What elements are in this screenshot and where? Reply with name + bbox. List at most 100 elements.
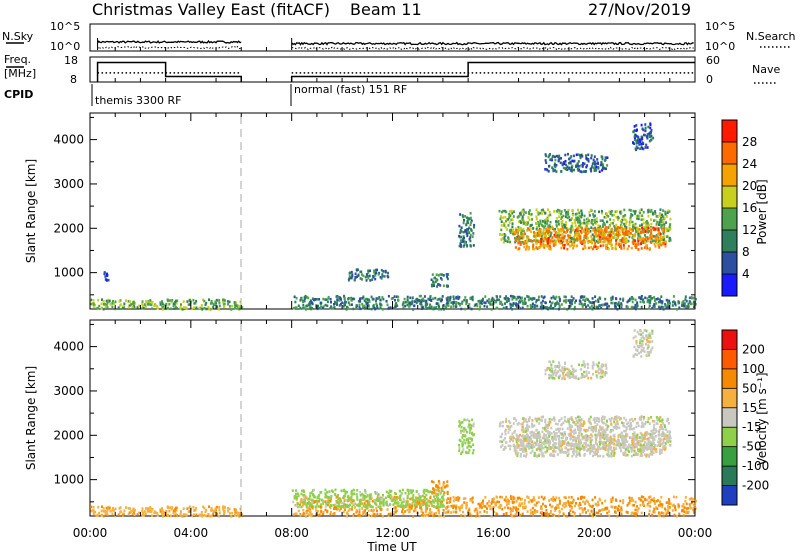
heatmap-cell bbox=[635, 512, 638, 516]
heatmap-cell bbox=[500, 220, 503, 223]
heatmap-cell bbox=[547, 233, 550, 237]
heatmap-cell bbox=[558, 157, 561, 161]
heatmap-cell bbox=[315, 512, 318, 516]
heatmap-cell bbox=[544, 306, 546, 310]
heatmap-cell bbox=[622, 299, 625, 302]
heatmap-cell bbox=[374, 501, 376, 505]
heatmap-cell bbox=[134, 302, 137, 305]
heatmap-cell bbox=[529, 224, 532, 227]
heatmap-cell bbox=[549, 234, 552, 238]
heatmap-cell bbox=[207, 513, 210, 516]
heatmap-cell bbox=[655, 430, 658, 433]
heatmap-cell bbox=[510, 424, 513, 428]
heatmap-cell bbox=[381, 515, 384, 518]
nsearch-label: N.Search bbox=[746, 30, 796, 43]
heatmap-cell bbox=[486, 511, 489, 514]
heatmap-cell bbox=[630, 417, 633, 421]
heatmap-cell bbox=[296, 492, 299, 496]
heatmap-cell bbox=[520, 422, 523, 426]
heatmap-cell bbox=[518, 502, 521, 505]
heatmap-cell bbox=[660, 423, 663, 427]
heatmap-cell bbox=[358, 504, 361, 508]
heatmap-cell bbox=[309, 504, 312, 507]
heatmap-cell bbox=[201, 308, 204, 311]
heatmap-cell bbox=[664, 245, 667, 248]
heatmap-cell bbox=[174, 305, 177, 309]
heatmap-cell bbox=[307, 296, 310, 300]
heatmap-cell bbox=[429, 295, 432, 299]
heatmap-cell bbox=[325, 502, 328, 505]
heatmap-cell bbox=[629, 220, 632, 224]
heatmap-cell bbox=[565, 501, 568, 505]
heatmap-cell bbox=[593, 239, 596, 242]
heatmap-cell bbox=[436, 501, 439, 504]
heatmap-cell bbox=[662, 422, 665, 425]
heatmap-cell bbox=[389, 503, 391, 506]
heatmap-cell bbox=[358, 501, 361, 505]
heatmap-cell bbox=[402, 512, 405, 515]
heatmap-cell bbox=[666, 301, 669, 304]
heatmap-cell bbox=[238, 514, 241, 518]
heatmap-cell bbox=[687, 507, 690, 510]
heatmap-cell bbox=[518, 299, 521, 303]
heatmap-cell bbox=[531, 422, 534, 426]
heatmap-cell bbox=[376, 491, 378, 495]
heatmap-cell bbox=[511, 501, 514, 505]
heatmap-cell bbox=[689, 301, 692, 304]
heatmap-cell bbox=[436, 504, 439, 508]
heatmap-cell bbox=[639, 503, 642, 507]
heatmap-cell bbox=[612, 429, 614, 432]
heatmap-cell bbox=[214, 300, 217, 304]
heatmap-cell bbox=[514, 303, 517, 307]
heatmap-cell bbox=[504, 239, 507, 242]
heatmap-cell bbox=[437, 502, 440, 506]
heatmap-cell bbox=[605, 220, 608, 224]
heatmap-cell bbox=[231, 304, 234, 308]
heatmap-cell bbox=[536, 304, 539, 308]
heatmap-cell bbox=[195, 299, 198, 303]
heatmap-cell bbox=[616, 425, 619, 429]
heatmap-cell bbox=[662, 209, 665, 212]
heatmap-cell bbox=[128, 304, 131, 307]
heatmap-cell bbox=[546, 219, 549, 223]
heatmap-cell bbox=[350, 498, 353, 502]
heatmap-cell bbox=[465, 243, 468, 247]
heatmap-cell bbox=[198, 306, 201, 310]
heatmap-cell bbox=[505, 219, 508, 223]
heatmap-cell bbox=[402, 301, 405, 305]
heatmap-cell bbox=[574, 229, 577, 232]
heatmap-cell bbox=[598, 497, 601, 501]
heatmap-cell bbox=[105, 303, 108, 307]
heatmap-cell bbox=[482, 297, 484, 301]
heatmap-cell bbox=[550, 231, 553, 235]
heatmap-cell bbox=[555, 428, 558, 431]
heatmap-cell bbox=[355, 511, 358, 514]
heatmap-cell bbox=[654, 502, 656, 505]
heatmap-cell bbox=[103, 272, 106, 275]
heatmap-cell bbox=[541, 510, 544, 514]
heatmap-cell bbox=[464, 240, 467, 244]
heatmap-cell bbox=[688, 296, 691, 300]
heatmap-cell bbox=[576, 425, 579, 428]
heatmap-cell bbox=[568, 421, 571, 425]
heatmap-cell bbox=[569, 512, 572, 516]
heatmap-cell bbox=[233, 303, 236, 307]
heatmap-cell bbox=[668, 500, 671, 503]
heatmap-cell bbox=[468, 306, 471, 309]
heatmap-cell bbox=[583, 162, 586, 166]
heatmap-cell bbox=[553, 296, 556, 300]
heatmap-cell bbox=[590, 428, 593, 431]
heatmap-cell bbox=[619, 417, 622, 421]
heatmap-cell bbox=[475, 514, 477, 518]
heatmap-cell bbox=[467, 510, 470, 513]
heatmap-cell bbox=[613, 302, 616, 305]
heatmap-cell bbox=[688, 503, 691, 506]
heatmap-cell bbox=[510, 218, 513, 222]
heatmap-cell bbox=[579, 241, 582, 244]
heatmap-cell bbox=[435, 278, 438, 281]
heatmap-cell bbox=[650, 129, 653, 132]
heatmap-cell bbox=[661, 505, 664, 509]
heatmap-cell bbox=[322, 499, 325, 503]
heatmap-cell bbox=[426, 507, 429, 510]
heatmap-cell bbox=[503, 233, 506, 236]
